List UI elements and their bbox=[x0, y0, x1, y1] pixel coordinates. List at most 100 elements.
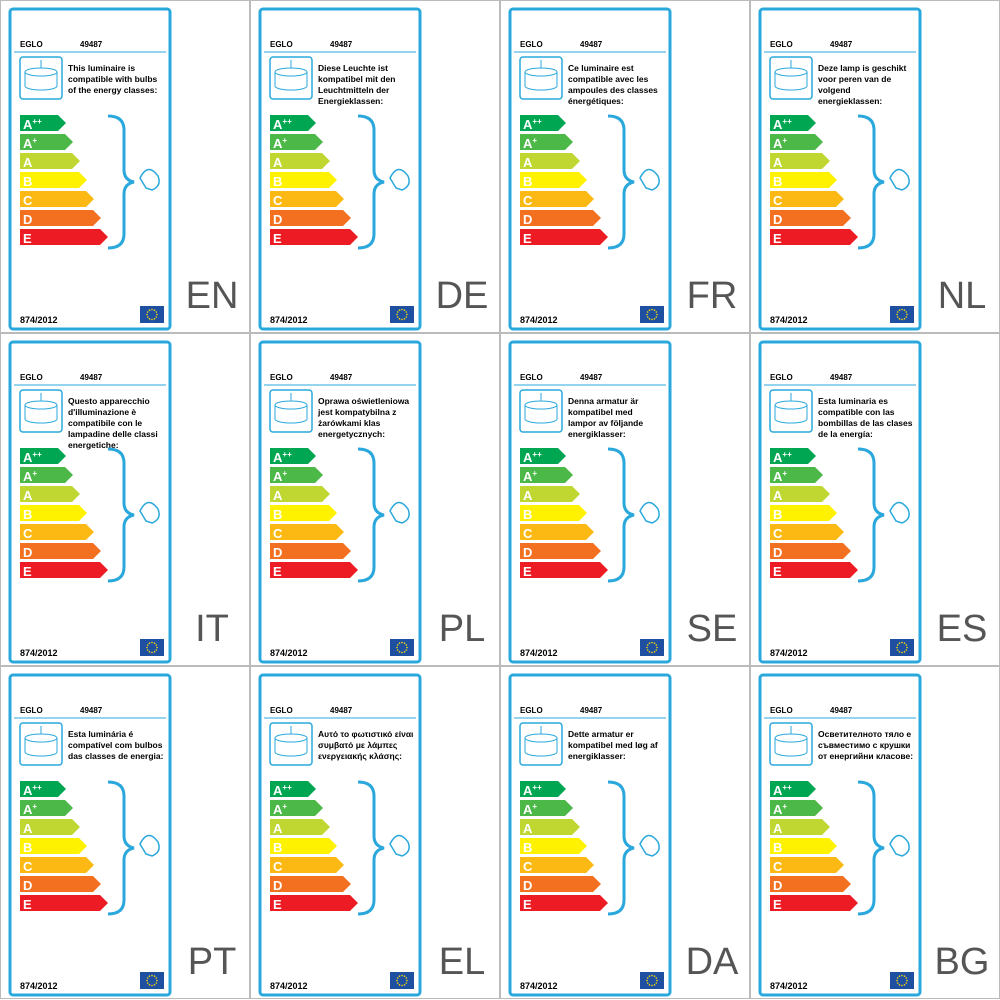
class-label: A bbox=[773, 488, 783, 503]
eu-star bbox=[401, 984, 403, 987]
class-arrow bbox=[20, 210, 101, 226]
class-label: C bbox=[23, 859, 33, 874]
class-superscript: + bbox=[32, 136, 37, 145]
class-label: B bbox=[523, 507, 532, 522]
class-label: D bbox=[23, 212, 32, 227]
class-superscript: ++ bbox=[532, 117, 542, 126]
eu-star bbox=[146, 316, 149, 318]
brace bbox=[607, 780, 635, 916]
class-label: A++ bbox=[523, 117, 542, 132]
class-letter: A bbox=[273, 488, 283, 503]
class-letter: B bbox=[773, 840, 782, 855]
eu-star bbox=[648, 318, 651, 320]
bulb bbox=[389, 501, 410, 524]
class-label: A bbox=[273, 821, 283, 836]
eu-flag bbox=[390, 306, 414, 323]
description-line: jest kompatybilna z bbox=[317, 407, 396, 417]
description-line: energetycznych: bbox=[318, 429, 385, 439]
class-superscript: + bbox=[32, 469, 37, 478]
regulation: 874/2012 bbox=[20, 315, 58, 325]
class-letter: D bbox=[523, 212, 532, 227]
brand: EGLO bbox=[270, 40, 293, 49]
class-label: D bbox=[523, 212, 532, 227]
class-letter: D bbox=[23, 878, 32, 893]
eu-star bbox=[646, 982, 649, 984]
eu-star bbox=[151, 984, 153, 987]
language-code: IT bbox=[195, 608, 229, 650]
class-arrow bbox=[20, 819, 80, 835]
brand: EGLO bbox=[520, 373, 543, 382]
regulation: 874/2012 bbox=[520, 981, 558, 991]
regulation: 874/2012 bbox=[20, 981, 58, 991]
regulation: 874/2012 bbox=[270, 648, 308, 658]
class-letter: D bbox=[23, 212, 32, 227]
eu-star bbox=[146, 979, 148, 982]
language-code: PL bbox=[439, 608, 485, 650]
class-letter: C bbox=[773, 526, 783, 541]
label-cell: EGLO 49487 Αυτό το φωτιστικό είναισυμβατό … bbox=[250, 666, 500, 999]
class-label: A bbox=[23, 821, 33, 836]
class-arrow bbox=[770, 172, 837, 188]
model: 49487 bbox=[330, 40, 353, 49]
eu-star bbox=[653, 642, 656, 644]
brand: EGLO bbox=[270, 706, 293, 715]
class-letter: A bbox=[523, 136, 533, 151]
brand: EGLO bbox=[20, 706, 43, 715]
class-arrow bbox=[20, 524, 94, 540]
brand: EGLO bbox=[20, 373, 43, 382]
class-letter: A bbox=[523, 488, 533, 503]
lamp-body bbox=[774, 738, 808, 757]
description-line: voor peren van de bbox=[818, 74, 891, 84]
eu-star bbox=[396, 979, 398, 982]
class-label: A+ bbox=[23, 802, 37, 817]
class-label: E bbox=[523, 897, 532, 912]
description-line: energiklasser: bbox=[568, 751, 626, 761]
description-line: ampoules des classes bbox=[568, 85, 658, 95]
class-label: E bbox=[773, 231, 782, 246]
eu-star bbox=[406, 979, 408, 982]
class-arrow bbox=[520, 838, 587, 854]
class-arrow bbox=[520, 781, 566, 797]
eu-star bbox=[403, 984, 406, 986]
class-letter: D bbox=[273, 545, 282, 560]
class-label: D bbox=[523, 545, 532, 560]
class-label: A bbox=[273, 155, 283, 170]
cell-border bbox=[500, 0, 750, 333]
description-line: kompatibel med bbox=[568, 407, 633, 417]
class-label: A bbox=[523, 155, 533, 170]
class-arrow bbox=[20, 486, 80, 502]
eu-star bbox=[901, 974, 903, 977]
brace bbox=[607, 114, 635, 250]
language-code: BG bbox=[935, 941, 990, 983]
class-letter: D bbox=[523, 545, 532, 560]
description-line: d'illuminazione è bbox=[68, 407, 136, 417]
class-letter: A bbox=[23, 469, 33, 484]
language-code: FR bbox=[687, 275, 738, 317]
regulation: 874/2012 bbox=[770, 648, 808, 658]
description-line: ενεργειακής κλάσης: bbox=[318, 751, 402, 761]
class-arrow bbox=[20, 876, 101, 892]
class-letter: E bbox=[273, 564, 282, 579]
eu-star bbox=[646, 313, 648, 316]
class-arrow bbox=[770, 134, 823, 150]
language-code: EL bbox=[439, 941, 485, 983]
lamp-box bbox=[769, 722, 813, 766]
lamp-body bbox=[274, 405, 308, 424]
eu-star bbox=[906, 313, 908, 316]
class-label: C bbox=[523, 859, 533, 874]
class-letter: B bbox=[23, 840, 32, 855]
eu-star bbox=[398, 309, 401, 311]
language-code: DA bbox=[686, 941, 739, 983]
eu-star bbox=[406, 646, 408, 649]
class-label: A++ bbox=[273, 783, 292, 798]
eu-star bbox=[398, 651, 401, 653]
model: 49487 bbox=[580, 373, 603, 382]
eu-star bbox=[896, 982, 899, 984]
description-line: compatível com bulbos bbox=[68, 740, 163, 750]
brand: EGLO bbox=[20, 40, 43, 49]
eu-star bbox=[651, 974, 653, 977]
bulb bbox=[139, 168, 160, 191]
eu-star bbox=[401, 974, 403, 977]
class-label: E bbox=[773, 564, 782, 579]
